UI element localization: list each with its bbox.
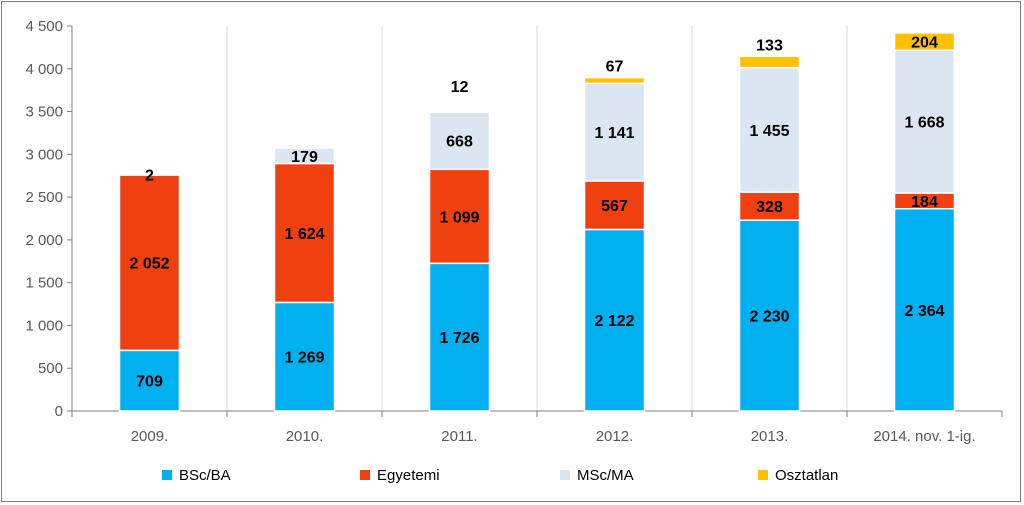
bar-bsc-ba-3 (583, 228, 646, 412)
bar-msc-ma-2 (428, 111, 491, 171)
data-label-msc-ma-5: 1 668 (904, 115, 944, 132)
y-tick-label-2000: 2 000 (25, 232, 63, 249)
data-label-bsc-ba-3: 2 122 (594, 313, 634, 330)
data-label-msc-ma-0: 2 (145, 168, 154, 185)
bar-bsc-ba-1 (273, 301, 336, 412)
bar-msc-ma-1 (273, 147, 336, 165)
x-tick-label-3: 2012. (596, 428, 634, 445)
legend-label-egyetemi: Egyetemi (377, 467, 440, 484)
bar-msc-ma-3 (583, 82, 646, 182)
bar-egyetemi-0 (118, 174, 181, 352)
data-label-bsc-ba-0: 709 (136, 374, 163, 391)
x-tick-label-2: 2011. (441, 428, 477, 445)
legend-swatch-msc-ma (560, 470, 570, 480)
bar-osztatlan-2 (428, 110, 491, 113)
data-label-osztatlan-3: 67 (606, 59, 624, 76)
data-label-egyetemi-0: 2 052 (129, 256, 169, 273)
bar-bsc-ba-0 (118, 349, 181, 412)
y-tick-label-4000: 4 000 (25, 61, 63, 78)
data-label-msc-ma-2: 668 (446, 134, 473, 151)
y-tick-label-3500: 3 500 (25, 104, 63, 121)
bar-egyetemi-2 (428, 168, 491, 265)
bar-egyetemi-4 (738, 191, 801, 221)
bar-osztatlan-5 (893, 32, 956, 52)
x-tick-label-4: 2013. (751, 428, 789, 445)
data-label-msc-ma-4: 1 455 (749, 123, 789, 140)
data-label-osztatlan-5: 204 (911, 35, 938, 52)
data-label-osztatlan-4: 133 (756, 37, 783, 54)
x-tick-label-5: 2014. nov. 1-ig. (873, 428, 975, 445)
bar-msc-ma-5 (893, 49, 956, 194)
data-label-bsc-ba-1: 1 269 (284, 350, 324, 367)
bar-msc-ma-4 (738, 66, 801, 193)
data-label-egyetemi-4: 328 (756, 199, 783, 216)
bar-egyetemi-1 (273, 162, 336, 304)
bar-egyetemi-3 (583, 180, 646, 231)
data-label-bsc-ba-5: 2 364 (904, 303, 944, 320)
y-tick-label-2500: 2 500 (25, 189, 63, 206)
y-tick-label-0: 0 (55, 403, 63, 420)
x-tick-label-0: 2009. (131, 428, 169, 445)
legend-label-bsc-ba: BSc/BA (179, 467, 231, 484)
legend-swatch-osztatlan (758, 470, 768, 480)
data-label-egyetemi-2: 1 099 (439, 209, 479, 226)
bar-bsc-ba-4 (738, 219, 801, 412)
data-label-osztatlan-2: 12 (451, 79, 469, 96)
x-tick-label-1: 2010. (286, 428, 324, 445)
y-tick-label-500: 500 (38, 360, 63, 377)
data-label-bsc-ba-2: 1 726 (439, 330, 479, 347)
legend-swatch-egyetemi (360, 470, 370, 480)
legend-swatch-bsc-ba (162, 470, 172, 480)
legend-label-msc-ma: MSc/MA (577, 467, 634, 484)
bar-msc-ma-0 (118, 173, 181, 176)
data-label-msc-ma-1: 179 (291, 149, 318, 166)
data-label-egyetemi-1: 1 624 (284, 226, 324, 243)
legend-label-osztatlan: Osztatlan (775, 467, 838, 484)
bar-bsc-ba-2 (428, 262, 491, 412)
y-tick-label-3000: 3 000 (25, 146, 63, 163)
data-label-egyetemi-5: 184 (911, 194, 938, 211)
y-tick-label-4500: 4 500 (25, 18, 63, 35)
y-tick-label-1000: 1 000 (25, 317, 63, 334)
data-label-bsc-ba-4: 2 230 (749, 309, 789, 326)
data-label-msc-ma-3: 1 141 (594, 125, 634, 142)
y-tick-label-1500: 1 500 (25, 275, 63, 292)
data-label-egyetemi-3: 567 (601, 198, 628, 215)
bar-osztatlan-4 (738, 55, 801, 69)
bar-osztatlan-3 (583, 76, 646, 85)
bar-bsc-ba-5 (893, 207, 956, 412)
